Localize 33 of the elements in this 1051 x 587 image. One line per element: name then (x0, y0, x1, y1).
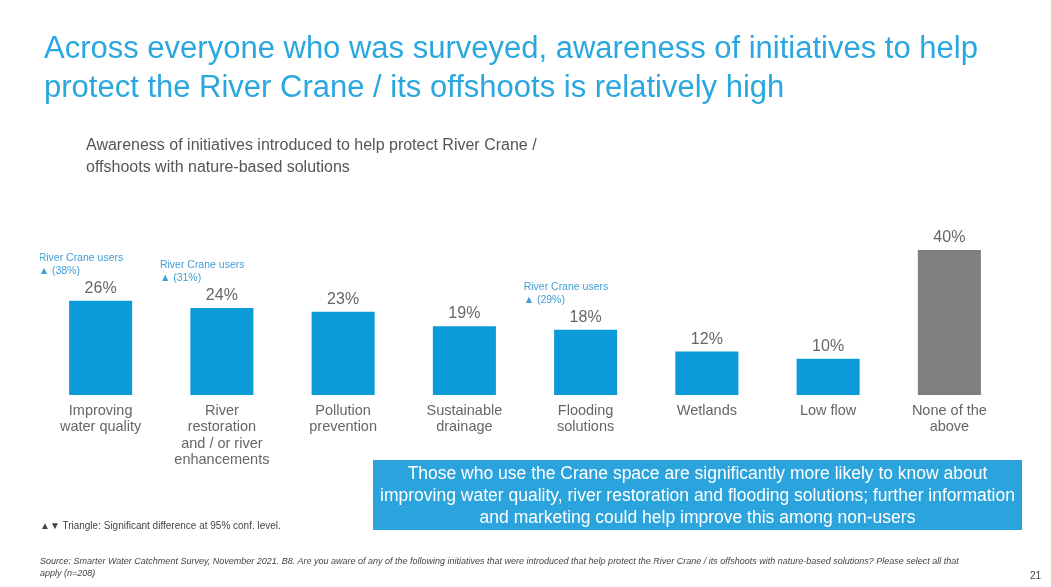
text: ▲▼ Triangle: Significant difference at 95% conf. level. (40, 520, 281, 531)
x-tick-label: River restoration and / or river enhancements (174, 401, 270, 467)
bar (917, 250, 981, 395)
bar (69, 300, 133, 395)
x-tick-label: None of the above (911, 401, 987, 434)
data-label: 18% (569, 307, 602, 325)
x-tick-label: Sustainable drainage (426, 401, 503, 434)
data-label: 19% (448, 304, 481, 322)
bar (796, 358, 860, 395)
annotation: River Crane users ▲ (38%) (38, 250, 124, 276)
data-label: 10% (812, 336, 845, 354)
data-label: 40% (933, 228, 966, 245)
x-tick-label: Pollution prevention (309, 401, 377, 434)
chart-subtitle: Awareness of initiatives introduced to help protect River Crane / offshoots with nature-based solutions (86, 135, 538, 177)
bar (190, 308, 254, 395)
data-label: 12% (690, 329, 723, 347)
bar (554, 329, 618, 395)
x-tick-label: Improving water quality (58, 401, 143, 434)
x-tick-label: Low flow (799, 401, 857, 418)
text: Those who use the Crane space are significantly more likely to know about improving water quality, river restoration and flooding solutions; further information and marketing could help improve this among non-users (373, 460, 1022, 530)
bar (311, 311, 375, 395)
bar (432, 326, 496, 395)
source-note: Source: Smarter Water Catchment Survey, November 2021. B8. Are you aware of any of the following initiatives that were introduced that help protect the River Crane / its offshoots with nature-based solutions? Please select all that apply (n=208) (40, 555, 960, 579)
x-tick-label: Flooding solutions (557, 401, 615, 434)
text: 21 (1030, 570, 1042, 581)
annotation: River Crane users ▲ (29%) (523, 279, 609, 305)
data-label: 24% (205, 286, 238, 303)
x-tick-label: Wetlands (676, 401, 737, 418)
data-label: 23% (327, 289, 360, 307)
chart-title: Across everyone who was surveyed, awareness of initiatives to help protect the River Crane / its offshoots is relatively high (44, 29, 979, 106)
bar (675, 351, 739, 395)
annotation: River Crane users ▲ (31%) (159, 258, 245, 283)
data-label: 26% (84, 278, 117, 296)
